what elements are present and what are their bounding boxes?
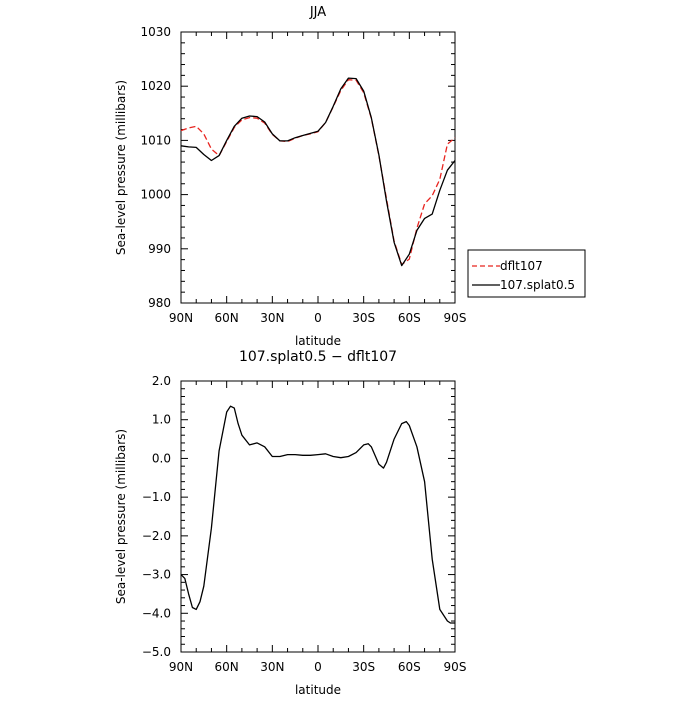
x-tick-label: 30N	[260, 311, 284, 325]
series-group	[180, 405, 455, 624]
legend-box	[467, 249, 586, 298]
y-tick-label: −1.0	[142, 490, 171, 504]
y-tick-label: 0.0	[152, 451, 171, 465]
x-tick-label: 30S	[352, 660, 375, 674]
y-tick-label: 990	[148, 242, 171, 256]
x-tick-label: 90S	[444, 311, 467, 325]
top-panel: 90N 60N 30N 0 30S 60S 90S 980 990 1000 1010 1020 103…	[114, 5, 586, 348]
y-tick-label: 2.0	[152, 374, 171, 388]
x-tick-label: 60S	[398, 660, 421, 674]
x-tick-label: 60N	[215, 660, 239, 674]
y-tick-label: 980	[148, 296, 171, 310]
bottom-panel: 90N 60N 30N 0 30S 60S 90S −5.0 −4.0 −3.0 −2.0 −1.0 0…	[114, 349, 466, 697]
x-tick-label: 30S	[352, 311, 375, 325]
y-tick-label: −2.0	[142, 529, 171, 543]
x-tick-label: 90N	[169, 311, 193, 325]
y-tick-label: 1020	[140, 79, 171, 93]
x-tick-label: 0	[314, 660, 322, 674]
y-axis-label: Sea-level pressure (millibars)	[114, 429, 128, 604]
y-axis: −5.0 −4.0 −3.0 −2.0 −1.0 0.0 1.0 2.0	[142, 374, 455, 659]
y-tick-label: −5.0	[142, 645, 171, 659]
x-tick-label: 90N	[169, 660, 193, 674]
plot-frame	[180, 380, 456, 653]
y-tick-label: −3.0	[142, 568, 171, 582]
series-group	[180, 77, 456, 267]
y-tick-label: 1.0	[152, 413, 171, 427]
legend: dflt107 107.splat0.5	[467, 249, 586, 298]
y-tick-label: 1030	[140, 25, 171, 39]
x-tick-label: 60N	[215, 311, 239, 325]
legend-label: dflt107	[500, 259, 543, 273]
x-tick-label: 0	[314, 311, 322, 325]
x-axis: 90N 60N 30N 0 30S 60S 90S	[169, 32, 467, 325]
series-line-107-splat0-5	[180, 77, 456, 267]
series-line-difference	[180, 405, 455, 624]
legend-label: 107.splat0.5	[500, 278, 575, 292]
y-tick-label: 1000	[140, 188, 171, 202]
chart-title: JJA	[309, 5, 326, 20]
x-axis-label: latitude	[295, 683, 341, 697]
x-axis: 90N 60N 30N 0 30S 60S 90S	[169, 381, 467, 674]
series-line-dflt107	[180, 79, 456, 266]
x-tick-label: 60S	[398, 311, 421, 325]
x-tick-label: 90S	[444, 660, 467, 674]
chart-title: 107.splat0.5 − dflt107	[239, 349, 397, 365]
y-axis: 980 990 1000 1010 1020 1030	[140, 25, 455, 310]
y-axis-label: Sea-level pressure (millibars)	[114, 80, 128, 255]
y-tick-label: −4.0	[142, 606, 171, 620]
y-tick-label: 1010	[140, 133, 171, 147]
x-axis-label: latitude	[295, 334, 341, 348]
plot-frame	[180, 31, 456, 304]
x-tick-label: 30N	[260, 660, 284, 674]
